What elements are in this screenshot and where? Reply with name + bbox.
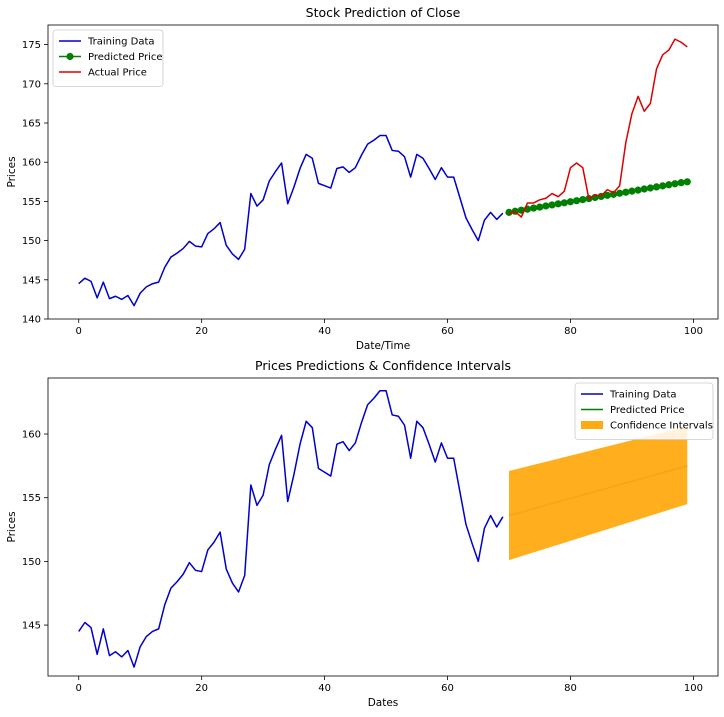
training-data-line xyxy=(78,389,504,668)
plot-frame xyxy=(47,24,719,320)
y-tick-label: 140 xyxy=(22,315,41,326)
chart-2: Prices Predictions & Confidence Interval… xyxy=(6,358,719,709)
predicted-price-point xyxy=(616,189,624,197)
predicted-price-point xyxy=(640,185,648,193)
predicted-price-point xyxy=(536,203,544,211)
predicted-price-point xyxy=(505,208,513,216)
predicted-price-point xyxy=(659,182,667,190)
predicted-price-point xyxy=(683,178,691,186)
x-tick-label: 80 xyxy=(564,683,577,694)
actual-price-line xyxy=(508,38,688,218)
y-tick-label: 170 xyxy=(22,79,41,90)
legend-label-training-data: Training Data xyxy=(87,37,155,48)
y-tick-label: 165 xyxy=(22,119,41,130)
predicted-price-point xyxy=(628,187,636,195)
chart-title: Stock Prediction of Close xyxy=(306,5,461,20)
x-tick-label: 60 xyxy=(441,683,454,694)
predicted-price-point xyxy=(560,199,568,207)
x-tick-label: 100 xyxy=(684,683,703,694)
x-tick-label: 40 xyxy=(318,326,331,337)
confidence-band xyxy=(509,426,688,561)
y-tick-label: 150 xyxy=(22,557,41,568)
predicted-price-point xyxy=(671,180,679,188)
legend: Training Data Predicted Price Actual Price xyxy=(52,29,164,87)
legend-label-predicted-price: Predicted Price xyxy=(610,405,685,416)
x-axis-label: Dates xyxy=(368,697,399,709)
predicted-price-point xyxy=(634,186,642,194)
predicted-price-point xyxy=(529,204,538,212)
legend-swatch-confidence-intervals xyxy=(581,421,603,429)
predicted-price-point xyxy=(566,198,575,206)
predicted-price-point xyxy=(622,188,630,196)
predicted-price-point xyxy=(542,202,550,210)
legend: Training Data Predicted Price Confidence I… xyxy=(574,382,714,440)
predicted-price-point xyxy=(573,197,581,205)
legend-label-confidence-intervals: Confidence Intervals xyxy=(610,421,713,432)
y-axis-label: Prices xyxy=(6,511,18,542)
y-tick-label: 160 xyxy=(22,158,41,169)
y-tick-label: 145 xyxy=(22,621,41,632)
chart-title: Prices Predictions & Confidence Interval… xyxy=(255,358,511,373)
x-tick-label: 40 xyxy=(318,683,331,694)
predicted-price-point xyxy=(677,179,685,187)
legend-label-actual-price: Actual Price xyxy=(88,68,147,79)
x-tick-label: 20 xyxy=(195,326,208,337)
legend-box xyxy=(574,382,714,440)
predicted-price-point xyxy=(554,200,562,208)
x-tick-label: 60 xyxy=(441,326,454,337)
x-tick-label: 100 xyxy=(684,326,703,337)
x-tick-label: 80 xyxy=(564,326,577,337)
predicted-price-point xyxy=(548,201,556,209)
y-tick-label: 175 xyxy=(22,40,41,51)
legend-label-predicted-price: Predicted Price xyxy=(88,52,163,63)
predicted-price-point xyxy=(665,181,673,189)
y-tick-label: 160 xyxy=(22,430,41,441)
x-tick-label: 0 xyxy=(76,683,82,694)
legend-label-training-data: Training Data xyxy=(609,390,677,401)
x-axis-label: Date/Time xyxy=(356,340,410,352)
predicted-price-point xyxy=(579,195,587,204)
legend-marker-predicted-price xyxy=(66,52,74,61)
predicted-price-point xyxy=(603,191,611,199)
y-tick-label: 155 xyxy=(22,493,41,504)
y-tick-label: 150 xyxy=(22,236,41,247)
chart-1: Stock Prediction of Close 0 20 40 60 80 100 140… xyxy=(6,5,719,352)
training-data-line xyxy=(78,134,504,307)
plot-frame xyxy=(47,377,719,677)
predicted-price-point xyxy=(652,183,661,191)
x-tick-label: 0 xyxy=(76,326,82,337)
y-tick-label: 155 xyxy=(22,197,41,208)
predicted-price-point xyxy=(646,184,654,192)
y-tick-label: 145 xyxy=(22,275,41,286)
y-axis-label: Prices xyxy=(6,156,18,187)
x-tick-label: 20 xyxy=(195,683,208,694)
